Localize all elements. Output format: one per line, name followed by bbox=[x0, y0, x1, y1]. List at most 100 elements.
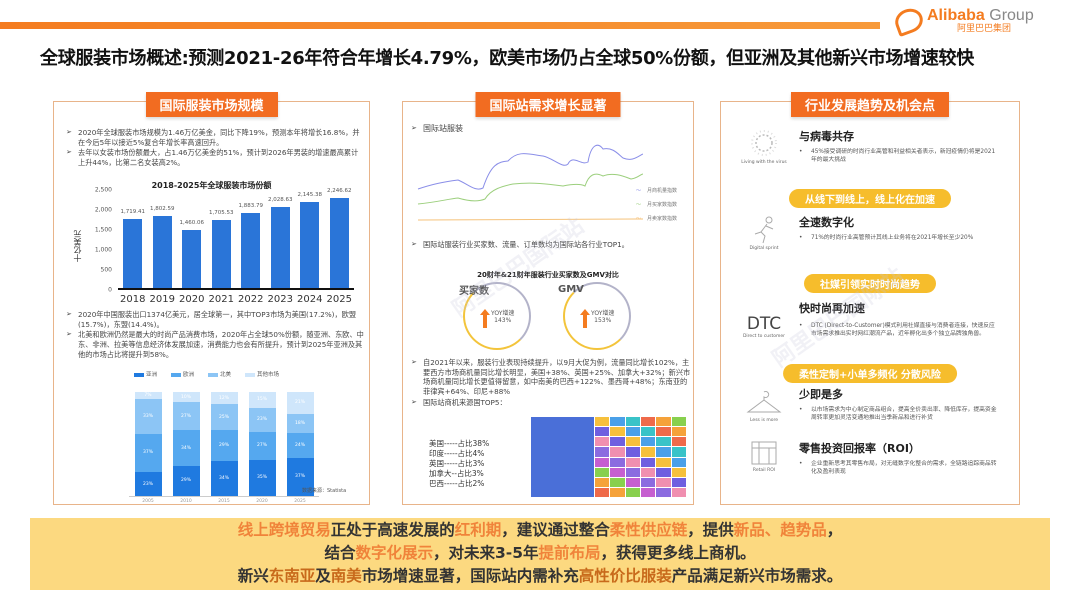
bullet-list: 自2021年以来，服装行业表现持续提升，以9月大促为例，流量同比增长102%，主… bbox=[409, 358, 694, 409]
trend-desc: 71%的时尚行业高管预计其线上业务将在2021年增长至少20% bbox=[799, 234, 999, 243]
panel-industry-trends: 行业发展趋势及机会点 Living with the virus 与病毒共存 4… bbox=[720, 92, 1020, 505]
bar: 1,719.41 bbox=[121, 209, 145, 288]
panel-intl-demand: 国际站需求增长显著 国际站服装 〜月商机量指数〜月买家数指数〜月卖家数指数 国际… bbox=[402, 92, 694, 505]
yoy-growth: YOY增速 143% bbox=[491, 310, 515, 325]
market-size-bar-chart: 十亿美元 2,500 2,000 1,500 1,000 500 0 1,719.41 1,… bbox=[72, 186, 362, 310]
trend-pill: 从线下到线上，线上化在加速 bbox=[789, 189, 951, 208]
panel-market-size: 国际服装市场规模 2020年全球服装市场规模为1.46万亿美金，同比下降19%，… bbox=[53, 92, 370, 505]
stacked-x-axis: 2005 2010 2015 2020 2025 bbox=[142, 499, 306, 504]
stacked-bar: 37% 24% 18% 21% bbox=[286, 392, 314, 496]
bullet: 自2021年以来，服装行业表现持续提升，以9月大促为例，流量同比增长102%，主… bbox=[409, 358, 694, 397]
x-tick: 2023 bbox=[267, 294, 293, 305]
bar: 1,705.53 bbox=[209, 210, 234, 288]
legend-item: 〜月商机量指数 bbox=[635, 188, 677, 194]
trend-desc: 45%接受调研的时尚行业高管和利益相关者表示，新冠疫情仍将是2021年的最大挑战 bbox=[799, 148, 999, 165]
y-tick: 0 bbox=[108, 286, 112, 294]
runner-icon: Digital sprint bbox=[735, 216, 793, 251]
page-title: 全球服装市场概述:预测2021-26年符合年增长4.79%，欧美市场仍占全球50… bbox=[40, 48, 974, 69]
x-tick: 2024 bbox=[297, 294, 323, 305]
bullet: 国际站服装 bbox=[409, 124, 463, 135]
regional-share-stacked-chart: 23% 37% 33% 7% 29% 34% 27% 10% 34% 29% 25% 12% 35% 27… bbox=[129, 385, 319, 497]
bar: 1,883.79 bbox=[239, 203, 263, 288]
summary-line-2: 结合数字化展示，对未来3-5年提前布局，获得更多线上商机。 bbox=[324, 544, 756, 562]
panel-title: 行业发展趋势及机会点 bbox=[790, 92, 950, 117]
stacked-bar: 29% 34% 27% 10% bbox=[172, 392, 200, 496]
yoy-growth: YOY增速 153% bbox=[591, 310, 615, 325]
y-tick: 1,500 bbox=[94, 226, 112, 234]
store-icon: Retail ROI bbox=[735, 438, 793, 473]
x-tick: 2018 bbox=[120, 294, 146, 305]
dtc-icon: DTC Direct to customer bbox=[742, 314, 786, 339]
hanger-icon: Less is more bbox=[735, 390, 793, 423]
y-tick: 1,000 bbox=[94, 246, 112, 254]
bullet: 国际站服装行业买家数、流量、订单数均为国际站各行业TOP1。 bbox=[409, 240, 694, 250]
trend-desc: DTC (Direct-to-Customer)模式利用社媒直接与消费者连接，快… bbox=[799, 322, 999, 339]
bullet: 国际站商机来源国TOP5： bbox=[409, 398, 694, 408]
legend-item: 亚洲 bbox=[134, 370, 157, 378]
bullet: 2020年中国服装出口1374亿美元，居全球第一，其中TOP3市场为美国(17.… bbox=[64, 310, 364, 329]
bullet: 去年以女装市场份额最大，占1.46万亿美金的51%，预计到2026年男装的增速最… bbox=[64, 148, 364, 167]
trend-desc: 企业重新思考其零售布局，对无缝数字化整合的需求，全链路追踪商品转化及盈利表现 bbox=[799, 460, 999, 477]
bar: 1,802.59 bbox=[150, 206, 175, 288]
up-arrow-icon bbox=[580, 309, 590, 328]
y-tick: 2,500 bbox=[94, 186, 112, 194]
bar: 2,028.63 bbox=[268, 197, 293, 288]
legend-item: 〜月卖家数指数 bbox=[635, 216, 677, 222]
trend-heading: 快时尚再加速 bbox=[799, 302, 865, 315]
top5-item: 英国-----占比3% bbox=[429, 459, 485, 468]
alibaba-logo-icon bbox=[891, 4, 927, 37]
panel-title: 国际站需求增长显著 bbox=[475, 92, 621, 117]
legend-item: 北美 bbox=[208, 370, 231, 378]
x-tick: 2019 bbox=[149, 294, 175, 305]
bullet-list-bottom: 2020年中国服装出口1374亿美元，居全球第一，其中TOP3市场为美国(17.… bbox=[64, 310, 364, 361]
summary-line-3: 新兴东南亚及南美市场增速显著，国际站内需补充高性价比服装产品满足新兴市场需求。 bbox=[237, 567, 843, 585]
logo-group-text: Group bbox=[984, 7, 1034, 24]
x-tick: 2021 bbox=[208, 294, 234, 305]
top5-item: 巴西-----占比2% bbox=[429, 479, 485, 488]
bars: 1,719.41 1,802.59 1,460.06 1,705.53 1,883.79… bbox=[118, 188, 354, 290]
header-accent-bar bbox=[0, 22, 880, 29]
top5-item: 美国-----占比38% bbox=[429, 439, 490, 448]
top5-item: 加拿大--占比3% bbox=[429, 469, 484, 478]
legend-item: 〜月买家数指数 bbox=[635, 202, 677, 208]
line-legend: 〜月商机量指数〜月买家数指数〜月卖家数指数 bbox=[636, 184, 677, 226]
y-axis: 2,500 2,000 1,500 1,000 500 0 bbox=[72, 186, 112, 294]
donut-chart-title: 20财年&21财年服装行业买家数及GMV对比 bbox=[477, 271, 619, 279]
stacked-bar: 35% 27% 23% 15% bbox=[248, 392, 276, 496]
bullet: 北美和欧洲仍然是最大的时尚产品消费市场，2020年占全球50%份额，随亚洲、东欧… bbox=[64, 330, 364, 359]
logo-text: Alibaba bbox=[927, 7, 985, 24]
bullet-list-top: 2020年全球服装市场规模为1.46万亿美金，同比下降19%，预测本年将增长16… bbox=[64, 128, 364, 169]
trend-heading: 全速数字化 bbox=[799, 216, 854, 229]
chart-title: 2018-2025年全球服装市场份额 bbox=[151, 181, 272, 190]
trend-heading: 与病毒共存 bbox=[799, 130, 854, 143]
legend-item: 欧洲 bbox=[171, 370, 194, 378]
top5-item: 印度-----占比4% bbox=[429, 449, 485, 458]
donut-label: GMV bbox=[558, 284, 584, 295]
bar: 1,460.06 bbox=[180, 220, 204, 288]
y-tick: 500 bbox=[100, 266, 112, 274]
x-axis: 2018 2019 2020 2021 2022 2023 2024 2025 bbox=[118, 294, 354, 305]
bar: 2,145.38 bbox=[298, 192, 322, 288]
panel-title: 国际服装市场规模 bbox=[145, 92, 278, 117]
y-tick: 2,000 bbox=[94, 206, 112, 214]
x-tick: 2022 bbox=[238, 294, 264, 305]
stacked-bar: 34% 29% 25% 12% bbox=[210, 392, 238, 496]
stacked-chart-legend: 亚洲 欧洲 北美 其他市场 bbox=[134, 370, 279, 378]
virus-icon: Living with the virus bbox=[735, 128, 793, 165]
donut-label: 买家数 bbox=[459, 286, 489, 297]
intl-station-line-chart: 〜月商机量指数〜月买家数指数〜月卖家数指数 bbox=[413, 144, 685, 226]
data-source: 数据来源：Statista bbox=[302, 488, 347, 494]
trend-heading: 零售投资回报率（ROI） bbox=[799, 442, 920, 455]
source-country-treemap bbox=[531, 417, 686, 497]
trend-desc: 以市场需求为中心制定商品组合，提高全价卖出率、降低库存，提高资金周转率更加灵活变… bbox=[799, 406, 999, 423]
bullet-list: 国际站服装行业买家数、流量、订单数均为国际站各行业TOP1。 bbox=[409, 240, 694, 251]
alibaba-logo: Alibaba Group 阿里巴巴集团 bbox=[891, 4, 1034, 37]
summary-line-1: 线上跨境贸易正处于高速发展的红利期，建议通过整合柔性供应链，提供新品、趋势品， bbox=[237, 521, 843, 539]
trend-pill: 柔性定制+小单多频化 分散风险 bbox=[783, 364, 957, 383]
logo-cn-text: 阿里巴巴集团 bbox=[957, 23, 1012, 33]
stacked-bar: 23% 37% 33% 7% bbox=[134, 392, 162, 496]
x-tick: 2020 bbox=[179, 294, 205, 305]
bullet: 2020年全球服装市场规模为1.46万亿美金，同比下降19%，预测本年将增长16… bbox=[64, 128, 364, 147]
summary-banner: 线上跨境贸易正处于高速发展的红利期，建议通过整合柔性供应链，提供新品、趋势品， … bbox=[30, 518, 1050, 590]
up-arrow-icon bbox=[480, 309, 490, 328]
